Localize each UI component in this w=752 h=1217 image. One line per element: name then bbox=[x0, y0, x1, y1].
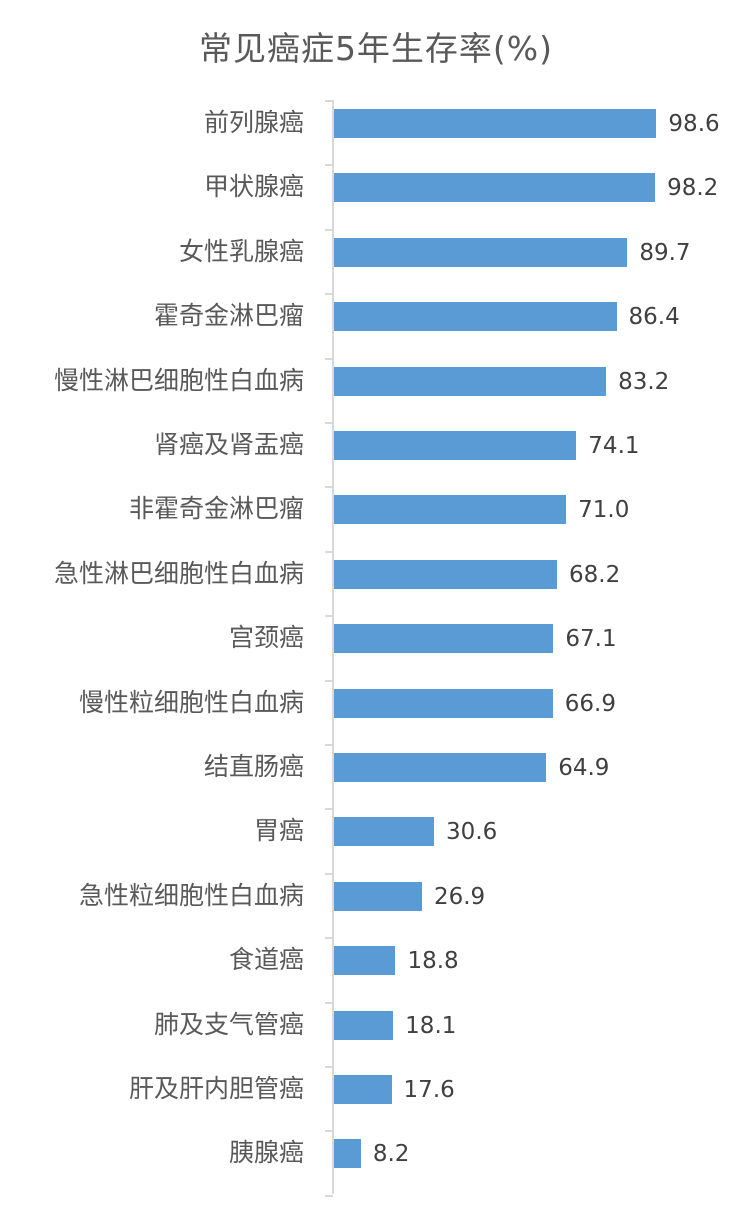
value-label: 18.8 bbox=[407, 948, 459, 975]
category-label: 肝及肝内胆管癌 bbox=[128, 1074, 304, 1103]
value-label: 8.2 bbox=[372, 1141, 410, 1168]
category-label: 结直肠癌 bbox=[203, 752, 304, 781]
axis-tick bbox=[325, 937, 333, 940]
bar bbox=[334, 559, 557, 589]
value-label: 66.9 bbox=[564, 690, 616, 717]
category-label: 肺及支气管癌 bbox=[153, 1009, 304, 1039]
bar bbox=[334, 431, 577, 460]
bar-row: 霍奇金淋巴瘤 86.4 bbox=[0, 293, 752, 358]
bar-row: 肺及支气管癌 18.1 bbox=[0, 1002, 752, 1067]
value-label: 86.4 bbox=[628, 304, 680, 331]
bar-row: 前列腺癌 98.6 bbox=[0, 100, 752, 165]
value-label: 68.2 bbox=[569, 561, 621, 588]
value-label: 98.2 bbox=[667, 175, 719, 202]
axis-tick bbox=[325, 100, 333, 102]
category-label: 宫颈癌 bbox=[228, 623, 304, 653]
bar bbox=[334, 495, 567, 525]
category-label: 胃癌 bbox=[253, 816, 304, 846]
bar bbox=[334, 1139, 361, 1169]
bar-row: 甲状腺癌 98.2 bbox=[0, 164, 752, 229]
value-label: 83.2 bbox=[618, 368, 670, 395]
category-label: 慢性淋巴细胞性白血病 bbox=[53, 365, 304, 395]
bar bbox=[334, 624, 554, 654]
bar-row: 非霍奇金淋巴瘤 71.0 bbox=[0, 486, 752, 551]
axis-tick bbox=[325, 357, 333, 360]
bar-row: 胰腺癌 8.2 bbox=[0, 1130, 752, 1195]
bar-row: 急性粒细胞性白血病 26.9 bbox=[0, 873, 752, 938]
axis-tick bbox=[325, 679, 333, 682]
bar-row: 慢性淋巴细胞性白血病 83.2 bbox=[0, 358, 752, 423]
bar-row: 食道癌 18.8 bbox=[0, 937, 752, 1002]
value-label: 89.7 bbox=[639, 239, 691, 266]
axis-tick bbox=[325, 872, 333, 875]
axis-tick bbox=[325, 1001, 333, 1004]
chart-title: 常见癌症5年生存率(%) bbox=[198, 29, 554, 68]
value-label: 18.1 bbox=[405, 1012, 457, 1039]
bar-row: 肝及肝内胆管癌 17.6 bbox=[0, 1066, 752, 1131]
axis-tick bbox=[325, 486, 333, 489]
bar bbox=[334, 946, 396, 976]
axis-tick bbox=[325, 1130, 333, 1133]
category-axis-line bbox=[332, 100, 334, 1194]
bar-row: 肾癌及肾盂癌 74.1 bbox=[0, 422, 752, 487]
bar-row: 宫颈癌 67.1 bbox=[0, 615, 752, 680]
axis-tick bbox=[325, 293, 333, 296]
category-label: 女性乳腺癌 bbox=[178, 236, 304, 266]
bar bbox=[334, 1075, 392, 1104]
axis-tick bbox=[325, 550, 333, 553]
bar bbox=[334, 817, 435, 847]
bar-row: 女性乳腺癌 89.7 bbox=[0, 229, 752, 294]
value-label: 98.6 bbox=[668, 111, 720, 137]
bar bbox=[334, 237, 628, 267]
category-label: 食道癌 bbox=[228, 945, 304, 975]
bar bbox=[334, 688, 553, 718]
bar bbox=[334, 302, 617, 332]
bar bbox=[334, 366, 607, 396]
bar-row: 结直肠癌 64.9 bbox=[0, 744, 752, 809]
bar bbox=[334, 173, 656, 203]
value-label: 17.6 bbox=[403, 1077, 455, 1103]
axis-tick bbox=[325, 744, 333, 746]
category-label: 急性粒细胞性白血病 bbox=[78, 880, 304, 910]
value-label: 64.9 bbox=[558, 755, 610, 781]
category-label: 非霍奇金淋巴瘤 bbox=[128, 494, 304, 524]
category-label: 甲状腺癌 bbox=[203, 172, 304, 202]
axis-tick bbox=[325, 1194, 333, 1197]
category-label: 肾癌及肾盂癌 bbox=[153, 430, 304, 459]
bar bbox=[334, 109, 657, 138]
value-label: 30.6 bbox=[446, 819, 498, 846]
value-label: 67.1 bbox=[565, 626, 617, 653]
category-label: 前列腺癌 bbox=[203, 108, 304, 137]
axis-tick bbox=[325, 1066, 333, 1068]
value-label: 74.1 bbox=[588, 433, 640, 459]
bar-row: 胃癌 30.6 bbox=[0, 808, 752, 873]
axis-tick bbox=[325, 808, 333, 811]
category-label: 胰腺癌 bbox=[228, 1138, 304, 1168]
value-label: 26.9 bbox=[433, 883, 486, 910]
bar-row: 急性淋巴细胞性白血病 68.2 bbox=[0, 551, 752, 616]
axis-tick bbox=[325, 164, 333, 167]
bar bbox=[334, 753, 547, 782]
axis-tick bbox=[325, 422, 333, 424]
bar-row: 慢性粒细胞性白血病 66.9 bbox=[0, 680, 752, 745]
value-label: 71.0 bbox=[578, 497, 630, 524]
category-label: 霍奇金淋巴瘤 bbox=[153, 301, 304, 331]
category-label: 急性淋巴细胞性白血病 bbox=[53, 558, 304, 588]
category-label: 慢性粒细胞性白血病 bbox=[78, 687, 304, 717]
axis-tick bbox=[325, 228, 333, 231]
bar bbox=[334, 1010, 394, 1040]
bar bbox=[334, 881, 422, 911]
axis-tick bbox=[325, 615, 333, 618]
